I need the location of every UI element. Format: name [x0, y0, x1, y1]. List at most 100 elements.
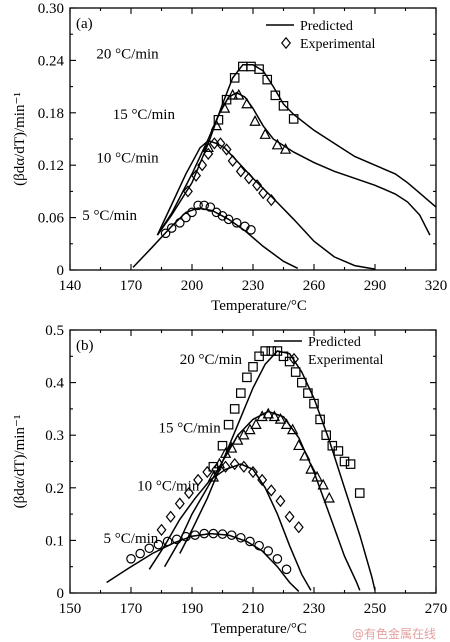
experimental-point [211, 463, 222, 476]
x-tick-label: 260 [303, 278, 326, 294]
experimental-point [183, 486, 194, 500]
experimental-point [271, 138, 284, 150]
series-square: 20 °C/min [179, 346, 376, 591]
experimental-point [241, 97, 253, 109]
experimental-point [259, 128, 271, 139]
experimental-point [229, 73, 240, 83]
x-tick-label: 210 [242, 601, 265, 617]
predicted-curve [148, 463, 312, 591]
experimental-point [225, 441, 238, 453]
experimental-point [309, 398, 319, 409]
y-axis-title: (βdα/dT)/min⁻¹ [12, 92, 28, 186]
experimental-point [165, 510, 176, 523]
x-tick-label: 190 [181, 601, 204, 617]
experimental-point [193, 473, 204, 487]
experimental-point [327, 440, 338, 451]
experimental-point [311, 470, 323, 482]
experimental-point [223, 214, 234, 225]
experimental-point [266, 193, 277, 207]
experimental-point [245, 536, 255, 547]
experimental-point [323, 491, 335, 503]
experimental-point [202, 465, 213, 479]
x-tick-label: 270 [425, 601, 448, 617]
experimental-point [126, 554, 136, 564]
experimental-point [160, 228, 171, 239]
y-tick-label: 0.06 [38, 211, 65, 227]
x-tick-label: 250 [364, 601, 387, 617]
rate-label: 10 °C/min [137, 478, 200, 494]
experimental-point [248, 362, 258, 372]
x-tick-label: 200 [181, 278, 204, 294]
series-diamond: 10 °C/min [96, 137, 376, 270]
y-tick-label: 0.30 [38, 1, 64, 17]
experimental-point [345, 459, 356, 469]
rate-label: 10 °C/min [96, 151, 159, 167]
rate-label: 20 °C/min [96, 47, 159, 63]
experimental-point [315, 414, 325, 425]
plot-frame [69, 329, 437, 594]
experimental-point [254, 540, 264, 551]
experimental-point [202, 141, 214, 153]
panel-b: 150 170 190 210 230 250 270 0 0.1 0.2 0.3 0.4 0.5 Tem… [12, 323, 447, 637]
predicted-curve [156, 139, 376, 270]
x-tick-label: 150 [59, 601, 82, 617]
experimental-point [272, 346, 283, 356]
experimental-point [293, 439, 305, 451]
x-tick-label: 170 [120, 278, 143, 294]
experimental-point [262, 407, 274, 419]
y-axis-title: (βdα/dT)/min⁻¹ [12, 415, 28, 509]
experimental-point [263, 546, 274, 556]
rate-label: 15 °C/min [113, 107, 176, 123]
experimental-point [257, 473, 268, 487]
experimental-point [303, 388, 313, 398]
panel-a: 140 170 200 230 260 290 320 0 0.06 0.12 0.18 0.24 0.… [12, 1, 447, 314]
experimental-point [171, 534, 182, 545]
experimental-point [197, 159, 208, 172]
watermark: @有色金属在线 [352, 626, 436, 641]
rate-label: 15 °C/min [158, 421, 221, 437]
experimental-point [266, 346, 277, 356]
predicted-curve [106, 532, 300, 592]
experimental-point [218, 101, 231, 113]
experimental-point [231, 218, 242, 228]
experimental-point [217, 440, 228, 451]
experimental-point [281, 564, 292, 575]
experimental-point [226, 530, 237, 540]
experimental-point [199, 200, 209, 211]
series-triangle: 15 °C/min [113, 88, 431, 236]
rate-label: 5 °C/min [104, 531, 159, 547]
legend-predicted: Predicted [300, 19, 353, 34]
predicted-curve [156, 91, 431, 236]
experimental-point [181, 212, 191, 223]
predicted-curve [156, 64, 437, 236]
experimental-point [199, 528, 209, 539]
experimental-point [233, 88, 245, 100]
experimental-point [290, 367, 301, 377]
experimental-point [254, 351, 264, 362]
experimental-point [162, 536, 173, 547]
experimental-point [187, 207, 197, 218]
experimental-point [221, 143, 232, 156]
series-triangle: 15 °C/min [158, 407, 361, 591]
experimental-point [203, 147, 214, 161]
experimental-point [254, 64, 264, 74]
y-tick-label: 0 [57, 263, 65, 279]
y-tick-label: 0.3 [45, 428, 64, 444]
x-axis-title: Temperature/°C [211, 298, 307, 314]
experimental-point [262, 74, 273, 85]
y-tick-label: 0.1 [45, 533, 64, 549]
legend-predicted: Predicted [308, 335, 361, 350]
experimental-point [266, 484, 277, 497]
y-tick-label: 0 [57, 586, 65, 602]
experimental-point [210, 119, 223, 131]
experimental-point [246, 61, 256, 72]
experimental-point [249, 115, 261, 126]
experimental-point [279, 142, 292, 154]
experimental-point [333, 446, 344, 456]
panel-label: (b) [76, 338, 94, 354]
y-tick-label: 0.12 [38, 158, 64, 174]
predicted-curve [132, 207, 299, 269]
experimental-point [227, 154, 238, 167]
experimental-point [339, 456, 350, 467]
